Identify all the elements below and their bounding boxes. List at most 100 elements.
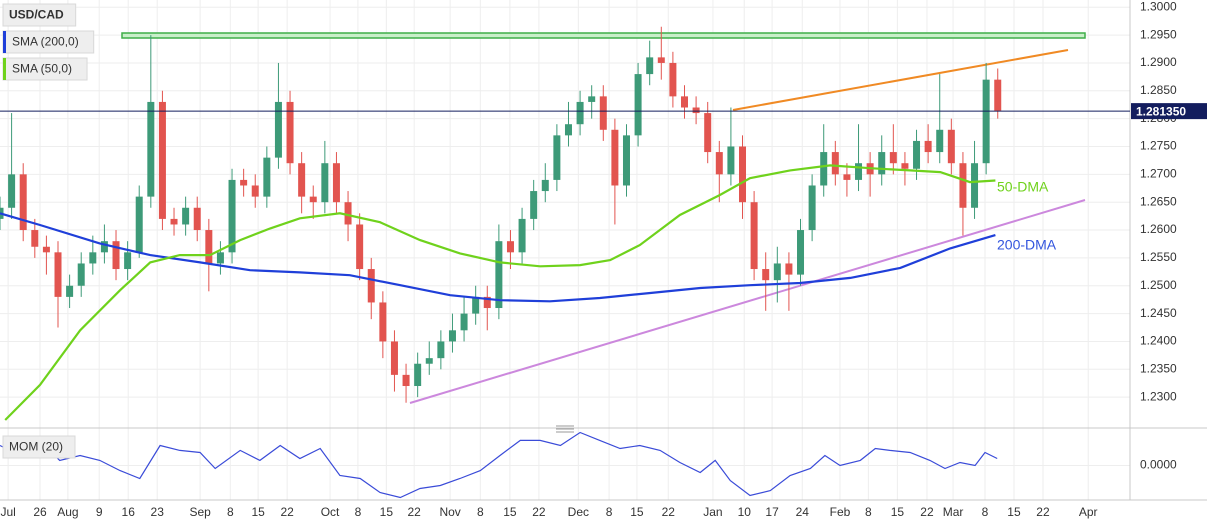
- candle-body: [924, 140, 932, 153]
- candle-body: [135, 196, 143, 253]
- y-tick-label: 1.2500: [1140, 278, 1177, 292]
- x-tick-label: 22: [920, 505, 934, 519]
- candle-body: [240, 179, 248, 186]
- candle-body: [518, 218, 526, 253]
- legend-box: [2, 435, 76, 459]
- candle-body: [216, 252, 224, 264]
- y-tick-label: 1.2400: [1140, 334, 1177, 348]
- candle-body: [982, 79, 990, 164]
- candle-body: [611, 129, 619, 186]
- candle-body: [170, 218, 178, 225]
- legend-label: MOM (20): [9, 440, 63, 454]
- x-tick-label: 10: [738, 505, 752, 519]
- x-tick-label: 26: [33, 505, 47, 519]
- x-tick-label: 15: [630, 505, 644, 519]
- candle-body: [437, 341, 445, 359]
- legend-label: SMA (50,0): [12, 62, 72, 76]
- x-tick-label: 17: [765, 505, 779, 519]
- series-line: [0, 431, 998, 499]
- momentum-pane: [0, 431, 998, 499]
- x-tick-label: Aug: [57, 505, 78, 519]
- legend-label: SMA (200,0): [12, 35, 79, 49]
- candle-body: [588, 96, 596, 102]
- candle-body: [750, 202, 758, 270]
- candle-body: [332, 163, 340, 203]
- candle-body: [971, 163, 979, 208]
- candle-body: [599, 96, 607, 130]
- candle-body: [193, 207, 201, 231]
- x-tick-label: 9: [96, 505, 103, 519]
- y-tick-label: 1.2650: [1140, 194, 1177, 208]
- y-tick-label: 1.2450: [1140, 306, 1177, 320]
- candle-body: [205, 230, 213, 264]
- candle-body: [402, 374, 410, 387]
- last-price-box: [1131, 103, 1207, 120]
- candle-body: [669, 62, 677, 97]
- annotation: 50-DMA: [997, 179, 1049, 195]
- candle-body: [414, 363, 422, 387]
- candle-body: [506, 241, 514, 253]
- candle-body: [541, 179, 549, 192]
- candle-body: [54, 252, 62, 297]
- price-pane: [0, 26, 1002, 421]
- y-tick-label: 1.2350: [1140, 361, 1177, 375]
- legend-box: [2, 3, 77, 27]
- x-tick-label: 16: [122, 505, 136, 519]
- candle-body: [530, 191, 538, 219]
- y-tick-label: 1.2750: [1140, 139, 1177, 153]
- candle-body: [379, 302, 387, 342]
- candle-body: [878, 152, 886, 175]
- candle-body: [553, 135, 561, 180]
- candle-body: [715, 152, 723, 175]
- y-tick-label: 1.2600: [1140, 222, 1177, 236]
- candle-body: [8, 174, 16, 208]
- candle-body: [959, 163, 967, 208]
- candle-body: [460, 313, 468, 331]
- candle-body: [947, 129, 955, 164]
- candle-body: [298, 163, 306, 197]
- candle-body: [564, 124, 572, 136]
- candle-body: [739, 146, 747, 203]
- candle-body: [77, 263, 85, 286]
- x-tick-label: 8: [227, 505, 234, 519]
- candle-body: [762, 269, 770, 281]
- x-tick-label: 22: [280, 505, 294, 519]
- x-tick-label: 8: [355, 505, 362, 519]
- candle-body: [913, 140, 921, 169]
- y-tick-label: 1.2850: [1140, 83, 1177, 97]
- candle-body: [309, 196, 317, 203]
- x-tick-label: Jan: [703, 505, 722, 519]
- y-tick-label: 0.0000: [1140, 458, 1177, 472]
- candle-body: [843, 174, 851, 180]
- candle-body: [994, 79, 1002, 111]
- x-tick-label: Sep: [189, 505, 211, 519]
- y-tick-label: 1.2950: [1140, 27, 1177, 41]
- candle-body: [42, 246, 50, 253]
- candle-body: [622, 135, 630, 186]
- x-tick-label: 8: [606, 505, 613, 519]
- candle-body: [855, 163, 863, 180]
- candle-body: [936, 129, 944, 153]
- legend-label: USD/CAD: [9, 8, 64, 22]
- candle-body: [112, 241, 120, 270]
- candle-body: [901, 163, 909, 169]
- legend-swatch: [3, 58, 6, 80]
- x-tick-label: Feb: [830, 505, 851, 519]
- x-tick-label: 24: [796, 505, 810, 519]
- x-tick-label: Jul: [0, 505, 15, 519]
- pane-handle[interactable]: [556, 425, 574, 433]
- candle-body: [727, 146, 735, 175]
- candle-body: [634, 74, 642, 136]
- x-tick-label: 15: [1007, 505, 1021, 519]
- candle-body: [692, 107, 700, 114]
- candle-body: [390, 341, 398, 375]
- resistance-trendline: [732, 49, 1069, 111]
- candle-body: [100, 241, 108, 253]
- y-tick-label: 1.2900: [1140, 55, 1177, 69]
- candle-body: [158, 101, 166, 219]
- x-tick-label: Mar: [943, 505, 964, 519]
- series-line: [4, 164, 996, 421]
- candle-body: [321, 163, 329, 203]
- candle-body: [344, 202, 352, 225]
- candle-body: [448, 330, 456, 342]
